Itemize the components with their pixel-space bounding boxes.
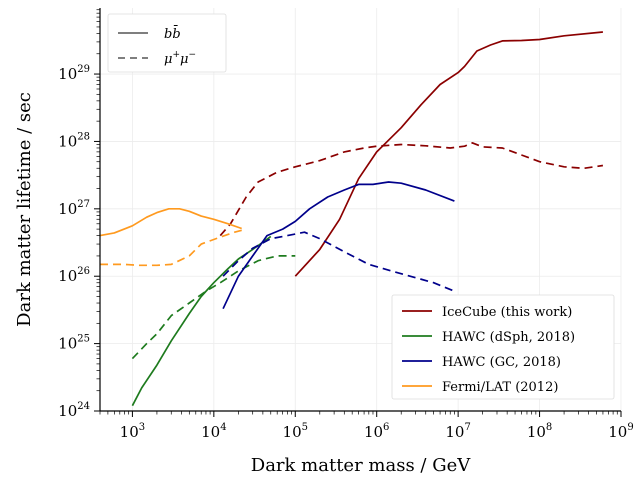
series-line-fermi-lat-2012-mumu bbox=[100, 229, 242, 267]
x-tick-exponent: 5 bbox=[302, 422, 308, 433]
x-tick-base: 10 bbox=[120, 423, 139, 441]
x-tick-base: 10 bbox=[445, 423, 464, 441]
y-tick-base: 10 bbox=[58, 132, 77, 150]
y-tick-label: 1025 bbox=[58, 334, 90, 353]
x-tick-exponent: 8 bbox=[546, 422, 552, 433]
series-line-hawc-dsph-2018-bb bbox=[131, 235, 272, 407]
y-axis-title: Dark matter lifetime / sec bbox=[14, 92, 35, 327]
series-line-hawc-gc-2018-bb bbox=[222, 181, 455, 310]
linestyle-legend: bb̄ μ+μ− bbox=[107, 13, 227, 73]
y-tick-exponent: 27 bbox=[77, 199, 90, 210]
legend-bb-tail: b̄ bbox=[172, 25, 180, 42]
legend-mumu-mid: μ bbox=[180, 52, 188, 67]
y-tick-exponent: 24 bbox=[77, 401, 90, 412]
y-tick-label: 1028 bbox=[58, 131, 90, 150]
x-tick-label: 108 bbox=[527, 422, 552, 441]
legend-mumu-label: μ+μ− bbox=[164, 50, 196, 67]
y-tick-label: 1027 bbox=[58, 199, 90, 218]
y-tick-label: 1026 bbox=[58, 266, 90, 285]
x-tick-label: 106 bbox=[364, 422, 389, 441]
x-tick-label: 104 bbox=[201, 422, 226, 441]
x-tick-exponent: 3 bbox=[139, 422, 145, 433]
x-tick-exponent: 9 bbox=[627, 422, 633, 433]
legend-experiment-label: Fermi/LAT (2012) bbox=[442, 380, 558, 395]
y-tick-label: 1029 bbox=[58, 64, 90, 83]
series-line-icecube-this-work-bb bbox=[294, 31, 603, 277]
x-tick-base: 10 bbox=[201, 423, 220, 441]
y-tick-label: 1024 bbox=[58, 401, 90, 420]
x-tick-base: 10 bbox=[364, 423, 383, 441]
legend-bb-main: b bbox=[164, 27, 172, 42]
y-tick-base: 10 bbox=[58, 267, 77, 285]
x-axis-ticks: 103 104 105 106 107 108 109 bbox=[99, 411, 634, 441]
linestyle-legend-box bbox=[107, 13, 227, 73]
legend-experiment-label: HAWC (dSph, 2018) bbox=[442, 330, 575, 345]
y-tick-exponent: 26 bbox=[77, 266, 90, 277]
x-tick-exponent: 7 bbox=[464, 422, 470, 433]
legend-bb-label: bb̄ bbox=[164, 25, 181, 42]
experiment-legend-box bbox=[391, 294, 615, 400]
y-tick-base: 10 bbox=[58, 65, 77, 83]
legend-mumu-main: μ bbox=[164, 52, 172, 67]
series-lines bbox=[99, 31, 604, 407]
legend-mumu-sup2: − bbox=[188, 50, 196, 60]
x-tick-label: 107 bbox=[445, 422, 470, 441]
y-tick-base: 10 bbox=[58, 200, 77, 218]
x-tick-base: 10 bbox=[283, 423, 302, 441]
legend-experiment-label: HAWC (GC, 2018) bbox=[442, 355, 561, 370]
x-tick-label: 105 bbox=[283, 422, 308, 441]
x-tick-base: 10 bbox=[608, 423, 627, 441]
y-tick-exponent: 29 bbox=[77, 64, 90, 75]
y-tick-exponent: 25 bbox=[77, 334, 90, 345]
legend-mumu-sup1: + bbox=[172, 50, 180, 60]
y-tick-exponent: 28 bbox=[77, 131, 90, 142]
experiment-legend: IceCube (this work) HAWC (dSph, 2018) HAWC… bbox=[391, 294, 615, 400]
x-tick-exponent: 6 bbox=[383, 422, 389, 433]
legend-experiment-label: IceCube (this work) bbox=[442, 305, 572, 320]
series-line-hawc-gc-2018-mumu bbox=[222, 231, 455, 292]
series-line-hawc-dsph-2018-mumu bbox=[131, 255, 296, 360]
x-tick-label: 103 bbox=[120, 422, 145, 441]
x-axis-title: Dark matter mass / GeV bbox=[251, 455, 471, 476]
x-tick-label: 109 bbox=[608, 422, 633, 441]
x-tick-exponent: 4 bbox=[220, 422, 226, 433]
y-tick-base: 10 bbox=[58, 402, 77, 420]
y-tick-base: 10 bbox=[58, 335, 77, 353]
x-tick-base: 10 bbox=[527, 423, 546, 441]
grid bbox=[100, 8, 622, 412]
series-line-fermi-lat-2012-bb bbox=[99, 207, 242, 237]
series-line-icecube-this-work-mumu bbox=[219, 142, 604, 237]
